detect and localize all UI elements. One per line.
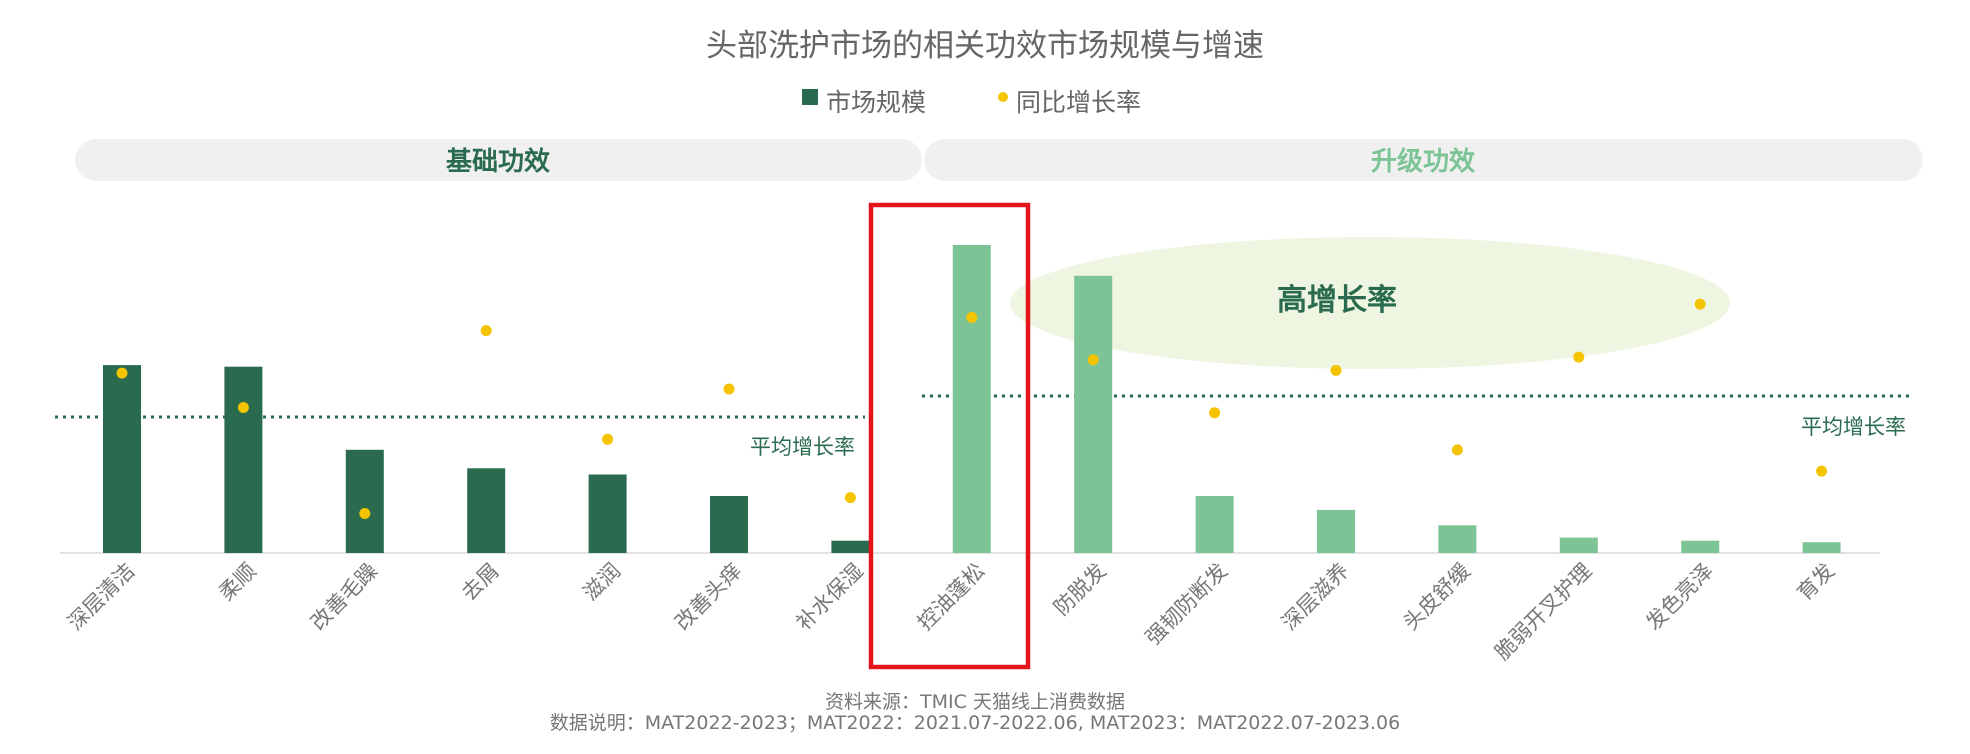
x-tick-label-2: 柔顺 bbox=[214, 559, 261, 606]
legend: 市场规模 同比增长率 bbox=[802, 88, 1141, 117]
bar-14 bbox=[1681, 540, 1720, 553]
x-tick-label-9: 防脱发 bbox=[1049, 559, 1111, 621]
bar-6 bbox=[710, 496, 748, 553]
growth-dot-13 bbox=[1573, 351, 1585, 363]
footer-source: 资料来源：TMIC 天猫线上消费数据 bbox=[825, 691, 1125, 713]
x-tick-label-13: 脆弱开叉护理 bbox=[1490, 559, 1596, 665]
bar-11 bbox=[1317, 509, 1355, 553]
growth-dot-7 bbox=[844, 492, 856, 504]
group-label-upgrade: 升级功效 bbox=[1371, 146, 1475, 177]
bar-9 bbox=[1074, 275, 1113, 553]
x-tick-label-8: 控油蓬松 bbox=[913, 559, 989, 635]
high-growth-ellipse bbox=[1010, 237, 1730, 369]
growth-dot-15 bbox=[1816, 465, 1828, 477]
chart-title: 头部洗护市场的相关功效市场规模与增速 bbox=[706, 28, 1264, 64]
group-label-basic: 基础功效 bbox=[446, 146, 550, 177]
bar-8 bbox=[952, 245, 991, 553]
x-tick-label-3: 改善毛躁 bbox=[306, 559, 382, 635]
x-tick-label-14: 发色亮泽 bbox=[1641, 559, 1717, 635]
x-tick-label-11: 深层滋养 bbox=[1277, 559, 1353, 635]
bar-3 bbox=[345, 449, 384, 553]
growth-dot-14 bbox=[1694, 298, 1706, 310]
footer-note: 数据说明：MAT2022-2023；MAT2022：2021.07-2022.0… bbox=[550, 712, 1400, 734]
avg-label-upgrade: 平均增长率 bbox=[1801, 415, 1906, 439]
growth-dot-1 bbox=[116, 367, 128, 379]
growth-dots bbox=[116, 298, 1828, 519]
growth-dot-8 bbox=[966, 311, 978, 323]
growth-dot-5 bbox=[602, 433, 614, 445]
x-tick-label-10: 强韧防断发 bbox=[1141, 559, 1232, 650]
growth-dot-12 bbox=[1451, 444, 1463, 456]
x-tick-label-1: 深层清洁 bbox=[63, 559, 139, 635]
bar-4 bbox=[467, 468, 506, 553]
growth-dot-4 bbox=[480, 325, 492, 337]
legend-label-growth-rate: 同比增长率 bbox=[1016, 88, 1141, 117]
highlight-box bbox=[868, 202, 1031, 670]
growth-dot-6 bbox=[723, 383, 735, 395]
x-tick-label-4: 去屑 bbox=[457, 559, 504, 606]
x-axis-labels: 深层清洁 柔顺 改善毛躁 去屑 滋润 改善头痒 补水保湿 控油蓬松 防脱发 强韧防断发 深层滋养 头皮… bbox=[63, 559, 1839, 665]
bar-5 bbox=[588, 474, 627, 553]
bar-1 bbox=[103, 365, 141, 553]
legend-marker-bar bbox=[802, 89, 818, 105]
bar-7 bbox=[831, 540, 870, 553]
group-pill-upgrade bbox=[924, 139, 1923, 181]
bar-2 bbox=[224, 366, 263, 553]
avg-label-basic: 平均增长率 bbox=[750, 435, 855, 459]
legend-marker-dot bbox=[998, 92, 1008, 102]
bar-12 bbox=[1438, 525, 1477, 553]
bar-10 bbox=[1195, 496, 1234, 553]
growth-dot-9 bbox=[1087, 354, 1099, 366]
x-tick-label-5: 滋润 bbox=[578, 559, 625, 606]
legend-label-market-size: 市场规模 bbox=[826, 88, 926, 117]
bar-13 bbox=[1559, 537, 1598, 553]
bars bbox=[103, 245, 1841, 553]
x-tick-label-15: 育发 bbox=[1792, 559, 1839, 606]
growth-dot-2 bbox=[237, 402, 249, 413]
growth-dot-11 bbox=[1330, 364, 1342, 376]
high-growth-label: 高增长率 bbox=[1277, 283, 1397, 318]
x-tick-label-12: 头皮舒缓 bbox=[1399, 559, 1475, 635]
group-pill-basic bbox=[75, 139, 922, 181]
growth-dot-10 bbox=[1209, 407, 1221, 419]
x-tick-label-7: 补水保湿 bbox=[792, 559, 868, 635]
growth-dot-3 bbox=[359, 508, 371, 519]
group-headers: 基础功效 升级功效 bbox=[75, 139, 1923, 181]
x-tick-label-6: 改善头痒 bbox=[670, 559, 746, 635]
bar-15 bbox=[1802, 542, 1841, 553]
